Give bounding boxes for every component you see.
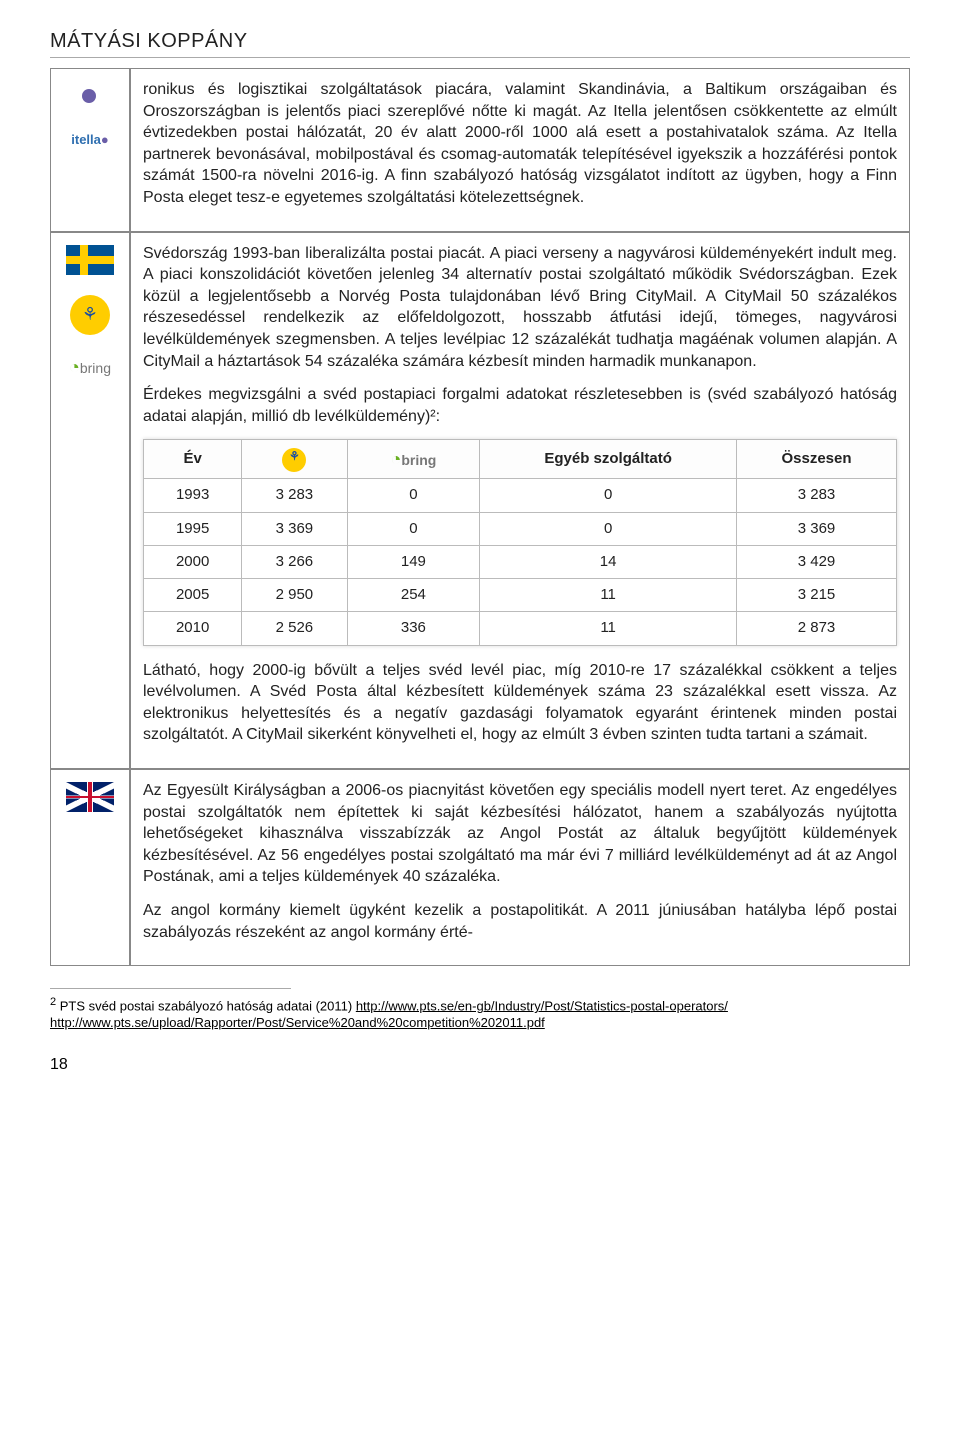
content-grid: itella● ronikus és logisztikai szolgáltat…	[50, 68, 910, 966]
table-cell: 0	[480, 512, 737, 545]
table-cell: 14	[480, 545, 737, 578]
footnote-separator	[50, 988, 291, 989]
table-cell: 3 429	[736, 545, 896, 578]
uk-flag-icon	[66, 782, 114, 812]
page-number: 18	[50, 1056, 910, 1074]
paragraph: Érdekes megvizsgálni a svéd postapiaci f…	[143, 384, 897, 427]
table-cell: 336	[347, 612, 480, 645]
table-cell: 3 266	[242, 545, 347, 578]
table-header: Egyéb szolgáltató	[480, 440, 737, 479]
table-cell: 2 526	[242, 612, 347, 645]
table-row: 19933 283003 283	[144, 479, 897, 512]
bring-logo-icon: ◔bring	[69, 355, 111, 379]
paragraph: Az Egyesült Királyságban a 2006-os piacn…	[143, 780, 897, 888]
itella-text: itella●	[71, 131, 108, 149]
table-cell: 0	[480, 479, 737, 512]
text-cell: Svédország 1993-ban liberalizálta postai…	[130, 232, 910, 769]
table-cell: 2 873	[736, 612, 896, 645]
paragraph: Svédország 1993-ban liberalizálta postai…	[143, 243, 897, 373]
icon-cell: itella●	[50, 68, 130, 232]
table-cell: 11	[480, 612, 737, 645]
table-cell: 3 283	[242, 479, 347, 512]
icon-cell	[50, 769, 130, 966]
posten-logo-icon: ⚘	[70, 295, 110, 335]
table-row: 20102 526336112 873	[144, 612, 897, 645]
table-cell: 254	[347, 579, 480, 612]
footnote: 2 PTS svéd postai szabályozó hatóság ada…	[50, 995, 910, 1032]
table-cell: 3 369	[242, 512, 347, 545]
footnote-text: PTS svéd postai szabályozó hatóság adata…	[60, 998, 356, 1013]
table-cell: 3 369	[736, 512, 896, 545]
table-cell: 3 215	[736, 579, 896, 612]
table-header: Összesen	[736, 440, 896, 479]
table-cell: 11	[480, 579, 737, 612]
table-header: ◔bring	[347, 440, 480, 479]
table-cell: 149	[347, 545, 480, 578]
table-header: Év	[144, 440, 242, 479]
statistics-table: Év⚘◔bringEgyéb szolgáltatóÖsszesen19933 …	[143, 439, 897, 645]
table-cell: 2 950	[242, 579, 347, 612]
table-cell: 3 283	[736, 479, 896, 512]
text-cell: ronikus és logisztikai szolgáltatások pi…	[130, 68, 910, 232]
table-cell: 2005	[144, 579, 242, 612]
table-cell: 1993	[144, 479, 242, 512]
footnote-link-1[interactable]: http://www.pts.se/en-gb/Industry/Post/St…	[356, 998, 728, 1013]
icon-cell: ⚘ ◔bring	[50, 232, 130, 769]
sweden-flag-icon	[66, 245, 114, 275]
table-cell: 2000	[144, 545, 242, 578]
table-cell: 0	[347, 479, 480, 512]
table-cell: 1995	[144, 512, 242, 545]
table-row: 20003 266149143 429	[144, 545, 897, 578]
table-header: ⚘	[242, 440, 347, 479]
paragraph: Látható, hogy 2000-ig bővült a teljes sv…	[143, 660, 897, 746]
text-cell: Az Egyesült Királyságban a 2006-os piacn…	[130, 769, 910, 966]
itella-logo	[66, 81, 114, 111]
table-cell: 0	[347, 512, 480, 545]
table-cell: 2010	[144, 612, 242, 645]
paragraph: ronikus és logisztikai szolgáltatások pi…	[143, 79, 897, 209]
footnote-link-2[interactable]: http://www.pts.se/upload/Rapporter/Post/…	[50, 1015, 545, 1030]
table-row: 19953 369003 369	[144, 512, 897, 545]
author-heading: MÁTYÁSI KOPPÁNY	[50, 30, 910, 58]
footnote-marker: 2	[50, 996, 56, 1008]
paragraph: Az angol kormány kiemelt ügyként kezelik…	[143, 900, 897, 943]
table-row: 20052 950254113 215	[144, 579, 897, 612]
